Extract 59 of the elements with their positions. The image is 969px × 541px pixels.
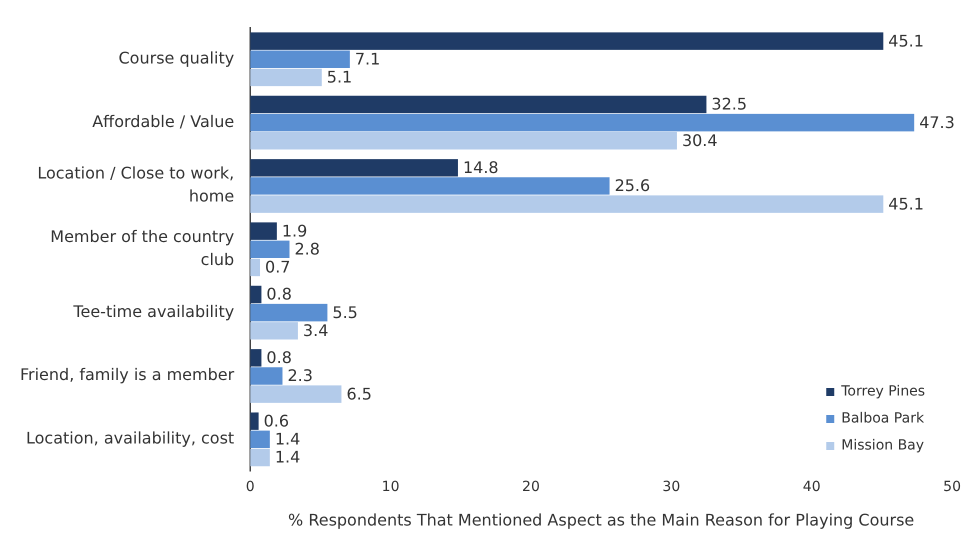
data-label: 1.4	[274, 429, 300, 448]
bar	[250, 322, 298, 340]
data-label: 5.1	[326, 68, 352, 87]
data-label: 32.5	[711, 94, 748, 114]
data-label: 30.4	[682, 130, 718, 150]
data-label: 2.3	[287, 366, 313, 386]
bar	[250, 349, 262, 367]
bar	[250, 195, 884, 213]
y-tick-label: Affordable / Value	[92, 112, 234, 131]
bar	[250, 68, 322, 86]
bar	[250, 286, 262, 304]
bar	[250, 222, 277, 240]
data-label: 1.9	[282, 221, 308, 240]
x-tick-label: 50	[943, 479, 962, 496]
bar	[250, 132, 677, 150]
x-tick-label: 0	[246, 479, 255, 496]
bar	[250, 258, 260, 276]
data-label: 0.7	[265, 258, 290, 277]
bar	[250, 159, 458, 177]
data-label: 5.5	[332, 302, 358, 322]
legend-label: Balboa Park	[841, 410, 925, 427]
x-tick-label: 20	[522, 479, 540, 496]
bar	[250, 430, 270, 448]
data-label: 1.4	[274, 448, 300, 467]
legend-label: Mission Bay	[841, 438, 924, 454]
data-label: 14.8	[462, 158, 499, 177]
bar	[250, 367, 282, 385]
y-tick-label: Course quality	[118, 48, 234, 68]
x-tick-label: 40	[802, 479, 821, 496]
y-tick-label: Location / Close to work, home	[37, 164, 234, 206]
bar	[250, 50, 350, 68]
data-label: 6.5	[346, 384, 372, 404]
data-label: 45.1	[888, 31, 924, 50]
y-tick-label: Member of the country club	[50, 226, 234, 270]
data-label: 7.1	[354, 49, 380, 68]
data-label: 45.1	[888, 194, 924, 214]
data-label: 0.6	[264, 411, 290, 430]
data-label: 0.8	[266, 348, 292, 367]
data-label: 3.4	[302, 320, 328, 340]
bar	[250, 114, 914, 132]
bar	[250, 96, 706, 114]
data-label: 25.6	[614, 176, 650, 196]
y-tick-label: Tee-time availability	[72, 302, 234, 321]
bar	[250, 177, 610, 195]
bar	[250, 412, 259, 430]
data-label: 2.8	[294, 239, 320, 258]
data-label: 47.3	[919, 112, 955, 132]
legend-label: Torrey Pines	[840, 384, 926, 400]
bar	[250, 32, 884, 50]
data-label: 0.8	[266, 284, 292, 304]
x-axis-title: % Respondents That Mentioned Aspect as the Main Reason for Playing Course	[288, 510, 914, 530]
bar	[250, 240, 290, 258]
x-tick-label: 10	[382, 479, 400, 496]
bar	[250, 448, 270, 466]
x-tick-label: 30	[662, 479, 680, 496]
bar	[250, 385, 342, 403]
y-tick-label: Friend, family is a member	[20, 365, 235, 384]
y-tick-label: Location, availability, cost	[26, 428, 234, 448]
bar	[250, 304, 328, 322]
